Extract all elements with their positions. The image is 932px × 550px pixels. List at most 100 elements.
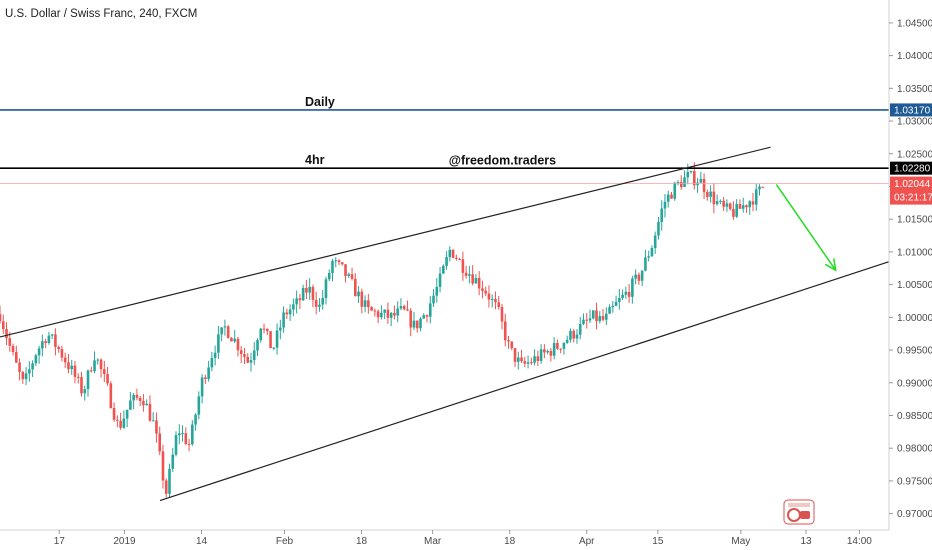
candle-body bbox=[233, 338, 236, 342]
candle-body bbox=[34, 355, 38, 364]
candle-body bbox=[265, 328, 269, 332]
candle-body bbox=[546, 351, 549, 353]
candle-body bbox=[288, 309, 292, 315]
h4-price-badge-text: 1.02280 bbox=[894, 164, 931, 175]
candle-body bbox=[279, 327, 282, 331]
candle-body bbox=[503, 321, 507, 341]
watermark-annotation: @freedom.traders bbox=[449, 153, 556, 167]
candle-body bbox=[536, 356, 540, 361]
x-tick-label: 14 bbox=[196, 536, 208, 547]
candle-body bbox=[106, 373, 109, 384]
candle-body bbox=[471, 274, 474, 284]
candle-body bbox=[116, 419, 119, 421]
candle-body bbox=[477, 277, 481, 289]
candle-body bbox=[86, 370, 90, 390]
candle-body bbox=[748, 201, 752, 208]
candle-body bbox=[119, 420, 122, 428]
candle-body bbox=[644, 257, 647, 271]
candle-body bbox=[331, 260, 334, 273]
candle-body bbox=[442, 265, 445, 274]
candle-body bbox=[745, 205, 748, 208]
candle-body bbox=[435, 286, 439, 296]
y-tick-label: 1.00500 bbox=[897, 280, 932, 291]
candle-body bbox=[618, 298, 621, 302]
candle-body bbox=[138, 397, 142, 401]
candle-body bbox=[275, 330, 279, 348]
candle-body bbox=[393, 312, 396, 316]
candle-body bbox=[383, 309, 386, 313]
price-axis[interactable]: 1.04500 1.04000 1.03500 1.03000 1.02500 1.020… bbox=[889, 18, 932, 520]
candle-body bbox=[174, 435, 178, 455]
candle-body bbox=[252, 350, 256, 361]
candle-body bbox=[611, 305, 615, 308]
candle-body bbox=[624, 291, 628, 295]
time-axis[interactable]: 17 2019 14 Feb 18 Mar 18 Apr 15 May 13 14:00 bbox=[54, 530, 873, 547]
candle-body bbox=[458, 258, 461, 260]
projection-arrowhead bbox=[824, 258, 837, 272]
candle-body bbox=[103, 369, 106, 374]
candle-body bbox=[702, 178, 706, 193]
candle-body bbox=[598, 316, 602, 322]
candle-body bbox=[292, 304, 295, 310]
candle-body bbox=[706, 192, 709, 197]
candle-body bbox=[738, 204, 742, 209]
candle-body bbox=[722, 200, 725, 207]
candle-body bbox=[96, 359, 100, 361]
candle-body bbox=[422, 315, 426, 319]
candle-body bbox=[448, 249, 452, 258]
candle-body bbox=[145, 403, 148, 406]
candle-body bbox=[28, 369, 31, 374]
candle-body bbox=[709, 191, 712, 197]
candle-body bbox=[223, 326, 227, 328]
candle-body bbox=[344, 264, 347, 276]
y-tick-label: 0.97500 bbox=[897, 476, 932, 487]
candle-body bbox=[158, 433, 162, 452]
candle-body bbox=[99, 359, 103, 370]
candle-body bbox=[347, 274, 351, 276]
channel-upper-line[interactable] bbox=[0, 146, 771, 338]
candle-body bbox=[122, 418, 126, 428]
y-tick-label: 1.01000 bbox=[897, 247, 932, 258]
candle-body bbox=[132, 394, 135, 401]
candle-body bbox=[419, 318, 422, 329]
candle-body bbox=[428, 303, 432, 317]
candle-body bbox=[399, 306, 403, 309]
candle-body bbox=[305, 288, 308, 293]
candle-body bbox=[155, 420, 158, 434]
candle-body bbox=[210, 357, 214, 368]
candle-body bbox=[415, 320, 419, 329]
candle-body bbox=[487, 293, 491, 300]
candle-body bbox=[686, 172, 690, 178]
candle-body bbox=[83, 389, 87, 394]
candle-body bbox=[67, 362, 70, 370]
candle-body bbox=[37, 348, 41, 356]
candle-body bbox=[689, 171, 693, 173]
candle-body bbox=[181, 433, 184, 435]
h4-price-badge bbox=[890, 161, 932, 175]
candle-body bbox=[673, 182, 677, 199]
channel-lower-line[interactable] bbox=[159, 261, 890, 502]
candle-body bbox=[197, 396, 201, 415]
candle-body bbox=[357, 291, 360, 297]
y-tick-label: 0.98500 bbox=[897, 411, 932, 422]
candle-body bbox=[44, 341, 47, 344]
candle-body bbox=[50, 334, 54, 336]
candle-body bbox=[591, 310, 595, 319]
candle-body bbox=[80, 377, 83, 394]
candle-body bbox=[588, 318, 592, 321]
candle-body bbox=[272, 347, 276, 349]
x-tick-label: 13 bbox=[800, 536, 812, 547]
candle-body bbox=[301, 288, 305, 301]
candle-body bbox=[171, 454, 175, 469]
candle-body bbox=[200, 377, 204, 397]
candle-body bbox=[256, 340, 259, 351]
x-tick-label: 2019 bbox=[113, 536, 136, 547]
projection-arrow[interactable] bbox=[775, 184, 837, 271]
candle-body bbox=[513, 348, 517, 362]
candle-body bbox=[679, 182, 683, 187]
candle-body bbox=[109, 383, 113, 408]
candle-body bbox=[249, 360, 253, 363]
candle-body bbox=[93, 360, 96, 372]
